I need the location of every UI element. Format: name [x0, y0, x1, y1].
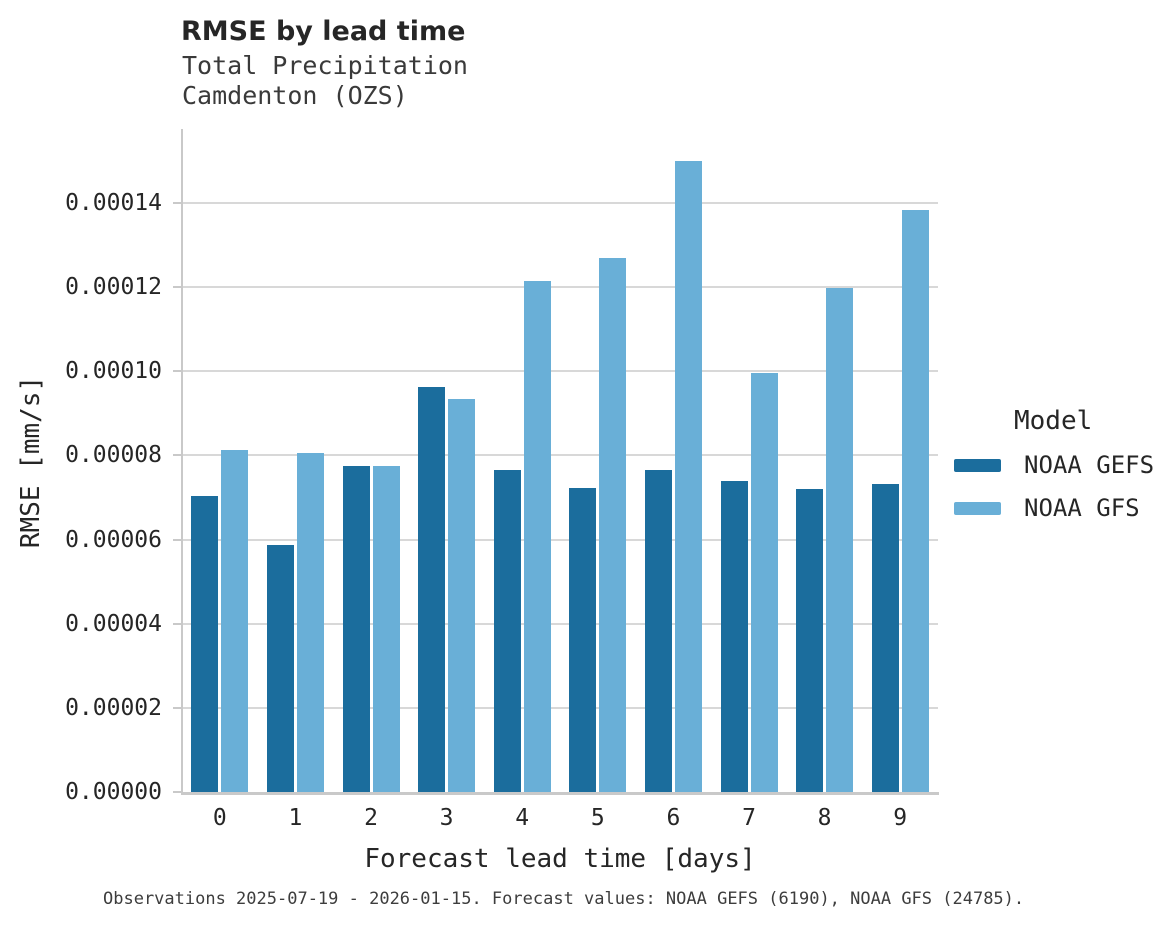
- y-tick-label: 0.00008: [65, 442, 162, 469]
- y-tick-label: 0.00004: [65, 610, 162, 637]
- legend-title: Model: [1014, 406, 1093, 436]
- x-axis-spine: [181, 792, 939, 795]
- bar-noaa-gefs-lead-9: [871, 484, 899, 792]
- legend: Model NOAA GEFS NOAA GFS: [951, 406, 1175, 522]
- bar-noaa-gfs-lead-3: [448, 398, 476, 792]
- y-tick-label: 0.00006: [65, 526, 162, 553]
- chart-subtitle-station: Camdenton (OZS): [182, 81, 408, 110]
- x-tick-label: 1: [288, 805, 303, 831]
- chart-title: RMSE by lead time: [181, 16, 466, 47]
- bar-noaa-gefs-lead-6: [644, 470, 672, 792]
- x-tick-label: 2: [364, 805, 378, 831]
- y-tick-label: 0.00010: [65, 358, 162, 385]
- bar-noaa-gefs-lead-4: [493, 470, 521, 792]
- bar-noaa-gefs-lead-0: [191, 496, 219, 792]
- y-tick-mark: [173, 454, 182, 457]
- y-tick-mark: [173, 706, 182, 709]
- x-tick-label: 5: [590, 805, 605, 831]
- y-tick-mark: [173, 622, 182, 625]
- gridline: [182, 622, 938, 625]
- legend-label: NOAA GFS: [1024, 494, 1140, 522]
- x-tick-label: 8: [817, 805, 832, 831]
- bar-noaa-gefs-lead-3: [418, 387, 446, 792]
- bar-noaa-gfs-lead-5: [599, 257, 627, 792]
- bar-noaa-gfs-lead-8: [826, 288, 854, 792]
- y-tick-mark: [173, 538, 182, 541]
- gridline: [182, 538, 938, 541]
- legend-label: NOAA GEFS: [1024, 451, 1155, 479]
- y-tick-mark: [173, 791, 182, 793]
- y-tick-label: 0.00012: [65, 274, 162, 301]
- bar-noaa-gfs-lead-2: [372, 465, 400, 792]
- gridline: [182, 286, 938, 289]
- bar-noaa-gefs-lead-8: [796, 489, 824, 792]
- y-tick-mark: [173, 370, 182, 373]
- y-axis-title: RMSE [mm/s]: [16, 375, 46, 549]
- bar-noaa-gfs-lead-9: [901, 210, 929, 792]
- y-tick-label: 0.00000: [65, 779, 162, 805]
- bar-noaa-gfs-lead-4: [523, 280, 551, 792]
- x-tick-label: 7: [742, 805, 756, 831]
- legend-swatch-noaa-gfs: [954, 501, 1001, 515]
- footer-caption: Observations 2025-07-19 - 2026-01-15. Fo…: [103, 889, 1025, 909]
- bar-noaa-gfs-lead-1: [296, 452, 324, 792]
- bar-noaa-gfs-lead-0: [221, 449, 249, 792]
- legend-entry-noaa-gefs: NOAA GEFS: [954, 451, 1175, 479]
- chart-subtitle-variable: Total Precipitation: [182, 51, 468, 80]
- x-tick-label: 0: [212, 805, 227, 831]
- gridline: [182, 454, 938, 457]
- y-axis-spine: [181, 129, 183, 792]
- legend-swatch-noaa-gefs: [954, 458, 1001, 472]
- x-tick-label: 6: [666, 805, 681, 831]
- x-tick-label: 3: [439, 805, 454, 831]
- y-tick-mark: [173, 286, 182, 289]
- legend-entries: NOAA GEFS NOAA GFS: [951, 451, 1175, 522]
- bar-noaa-gefs-lead-5: [569, 487, 597, 792]
- x-tick-label: 9: [893, 805, 908, 831]
- gridline: [182, 370, 938, 373]
- y-tick-label: 0.00014: [65, 190, 162, 217]
- x-tick-label: 4: [515, 805, 530, 831]
- y-tick-label: 0.00002: [65, 694, 162, 721]
- y-tick-mark: [173, 202, 182, 205]
- x-axis-title: Forecast lead time [days]: [364, 844, 756, 874]
- gridline: [182, 202, 938, 205]
- bar-noaa-gfs-lead-7: [750, 373, 778, 792]
- bar-noaa-gefs-lead-2: [342, 465, 370, 792]
- legend-entry-noaa-gfs: NOAA GFS: [954, 494, 1175, 522]
- bar-noaa-gfs-lead-6: [674, 160, 702, 792]
- gridline: [182, 706, 938, 709]
- bar-noaa-gefs-lead-1: [266, 545, 294, 792]
- bar-noaa-gefs-lead-7: [720, 481, 748, 792]
